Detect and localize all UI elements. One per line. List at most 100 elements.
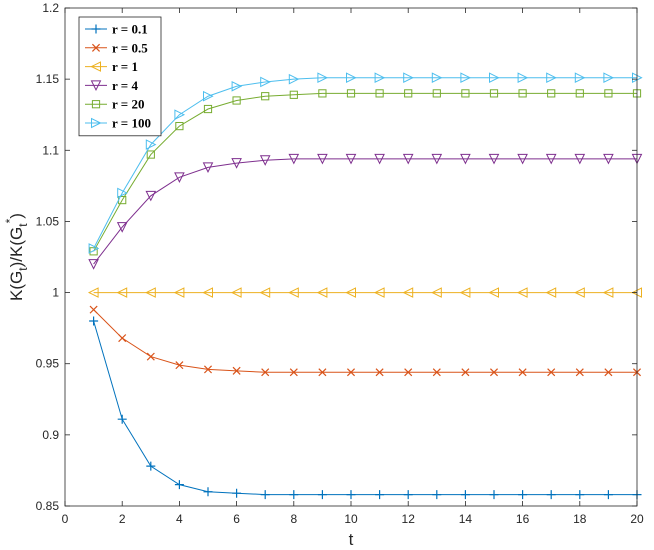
x-tick-label: 8 xyxy=(290,512,297,526)
data-point xyxy=(316,287,328,298)
y-tick-label: 0.9 xyxy=(42,428,59,442)
data-point xyxy=(518,368,527,377)
data-point xyxy=(431,153,443,165)
y-tick-label: 0.95 xyxy=(36,357,60,371)
y-tick-label: 1.1 xyxy=(42,143,59,157)
data-point xyxy=(346,72,357,84)
data-point xyxy=(346,490,356,500)
data-point xyxy=(146,461,156,471)
data-point xyxy=(88,243,100,254)
data-point xyxy=(288,73,300,85)
data-point xyxy=(574,287,585,298)
x-tick-label: 12 xyxy=(402,512,416,526)
data-point xyxy=(489,72,500,84)
data-point xyxy=(574,72,586,84)
data-point xyxy=(203,365,213,374)
data-point xyxy=(87,287,99,298)
legend-entry: r = 1 xyxy=(85,59,138,74)
data-point xyxy=(117,414,127,424)
series-r-20 xyxy=(89,89,642,256)
data-point xyxy=(289,368,298,377)
data-point xyxy=(459,287,471,298)
x-tick-label: 14 xyxy=(459,512,473,526)
data-point xyxy=(603,490,613,500)
data-point xyxy=(488,153,500,165)
data-point xyxy=(289,490,299,500)
legend-entry: r = 0.1 xyxy=(85,22,148,37)
legend-marker xyxy=(91,43,101,52)
data-point xyxy=(203,104,213,114)
data-point xyxy=(174,480,184,490)
data-point xyxy=(89,305,98,314)
legend-marker xyxy=(91,117,102,129)
legend-label: r = 0.5 xyxy=(112,40,148,55)
data-point xyxy=(574,153,586,165)
legend-marker xyxy=(90,61,101,72)
legend-label: r = 1 xyxy=(112,59,138,74)
series-line xyxy=(93,92,637,252)
legend-entry: r = 20 xyxy=(85,97,144,112)
data-point xyxy=(232,96,241,105)
data-point xyxy=(375,368,384,377)
data-point xyxy=(461,368,470,377)
data-point xyxy=(173,287,185,298)
data-point xyxy=(230,287,242,298)
data-point xyxy=(146,150,155,159)
y-label-sup-2: * xyxy=(3,218,17,223)
data-point xyxy=(403,490,413,500)
legend-box xyxy=(78,16,162,137)
x-tick-label: 10 xyxy=(344,512,358,526)
data-point xyxy=(116,222,128,233)
series-r-4 xyxy=(88,153,643,270)
y-tick-label: 1.05 xyxy=(36,214,60,228)
data-point xyxy=(346,368,356,377)
data-point xyxy=(518,490,528,500)
data-point xyxy=(603,72,615,84)
series-r-0-1 xyxy=(89,316,642,500)
data-point xyxy=(317,72,329,84)
data-point xyxy=(259,155,271,166)
data-point xyxy=(575,490,585,500)
series-r-1 xyxy=(87,287,642,298)
data-point xyxy=(317,153,328,165)
data-point xyxy=(547,368,556,377)
data-point xyxy=(489,368,499,377)
data-point xyxy=(288,287,299,298)
data-point xyxy=(174,172,185,183)
legend-marker xyxy=(91,100,101,109)
data-point xyxy=(373,287,385,298)
data-point xyxy=(375,89,384,98)
data-point xyxy=(89,316,99,326)
data-point xyxy=(203,90,214,102)
data-point xyxy=(289,90,298,99)
data-point xyxy=(431,287,442,298)
data-point xyxy=(432,490,442,500)
data-point xyxy=(116,287,128,298)
data-point xyxy=(145,287,156,298)
data-point xyxy=(374,153,385,165)
series-line xyxy=(93,158,637,265)
legend-entry: r = 4 xyxy=(85,78,138,93)
data-point xyxy=(231,158,242,169)
data-point xyxy=(518,89,527,98)
data-point xyxy=(261,368,270,377)
data-point xyxy=(317,490,327,500)
data-point xyxy=(403,72,414,84)
data-point xyxy=(402,153,414,165)
legend-marker xyxy=(90,80,102,92)
data-point xyxy=(318,89,327,98)
data-point xyxy=(346,89,356,98)
data-point xyxy=(146,352,155,361)
data-point xyxy=(575,368,584,377)
y-label-part-2: )/K(G xyxy=(7,227,26,268)
x-tick-label: 2 xyxy=(119,512,126,526)
data-point xyxy=(88,259,99,270)
data-point xyxy=(404,368,413,377)
legend-label: r = 100 xyxy=(112,116,151,131)
data-point xyxy=(260,490,270,500)
data-point xyxy=(260,76,271,88)
data-point xyxy=(117,187,128,199)
x-tick-label: 18 xyxy=(573,512,587,526)
data-point xyxy=(145,190,157,202)
data-point xyxy=(546,72,557,84)
